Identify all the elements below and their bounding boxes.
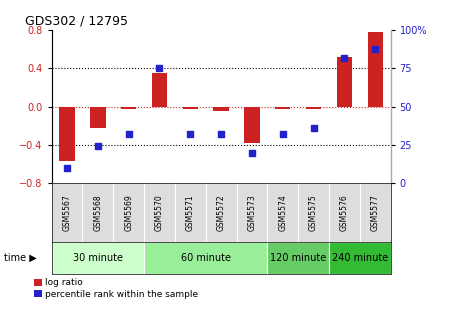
Text: time ▶: time ▶: [4, 253, 37, 263]
Text: 120 minute: 120 minute: [270, 253, 326, 263]
Text: GSM5571: GSM5571: [186, 194, 195, 231]
Bar: [144, 242, 267, 274]
Point: [94, 144, 101, 149]
Bar: [90, 107, 106, 128]
Text: GSM5570: GSM5570: [155, 194, 164, 231]
Point: [125, 131, 132, 137]
Bar: [368, 32, 383, 107]
Text: GSM5572: GSM5572: [216, 194, 226, 231]
Point: [372, 46, 379, 51]
Bar: [306, 107, 321, 109]
Text: 240 minute: 240 minute: [332, 253, 388, 263]
Point: [310, 125, 317, 131]
Text: GDS302 / 12795: GDS302 / 12795: [25, 15, 128, 28]
Point: [341, 55, 348, 60]
Bar: [52, 242, 144, 274]
Bar: [59, 107, 75, 161]
Bar: [267, 242, 329, 274]
Text: 60 minute: 60 minute: [181, 253, 231, 263]
Text: GSM5567: GSM5567: [62, 194, 71, 231]
Point: [217, 131, 224, 137]
Point: [248, 150, 255, 155]
Bar: [337, 57, 352, 107]
Text: GSM5568: GSM5568: [93, 194, 102, 231]
Bar: [121, 107, 136, 109]
Text: GSM5576: GSM5576: [340, 194, 349, 231]
Bar: [244, 107, 260, 143]
Legend: log ratio, percentile rank within the sample: log ratio, percentile rank within the sa…: [34, 278, 198, 299]
Text: GSM5569: GSM5569: [124, 194, 133, 231]
Text: GSM5573: GSM5573: [247, 194, 256, 231]
Point: [63, 165, 70, 171]
Text: 30 minute: 30 minute: [73, 253, 123, 263]
Point: [156, 66, 163, 71]
Bar: [183, 107, 198, 109]
Text: GSM5574: GSM5574: [278, 194, 287, 231]
Text: GSM5577: GSM5577: [371, 194, 380, 231]
Text: GSM5575: GSM5575: [309, 194, 318, 231]
Bar: [275, 107, 291, 109]
Bar: [329, 242, 391, 274]
Bar: [213, 107, 229, 112]
Point: [187, 131, 194, 137]
Point: [279, 131, 286, 137]
Bar: [152, 73, 167, 107]
